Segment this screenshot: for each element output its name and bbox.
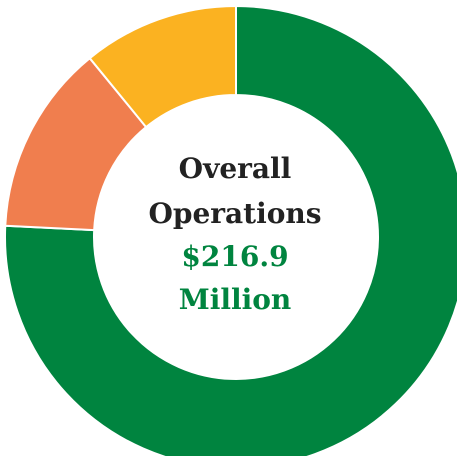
center-value-unit: Million xyxy=(0,286,457,314)
center-label-line2: Operations xyxy=(0,200,457,228)
donut-slices xyxy=(5,6,457,456)
center-label-line1: Overall xyxy=(0,155,457,183)
center-value-amount: $216.9 xyxy=(0,243,457,271)
